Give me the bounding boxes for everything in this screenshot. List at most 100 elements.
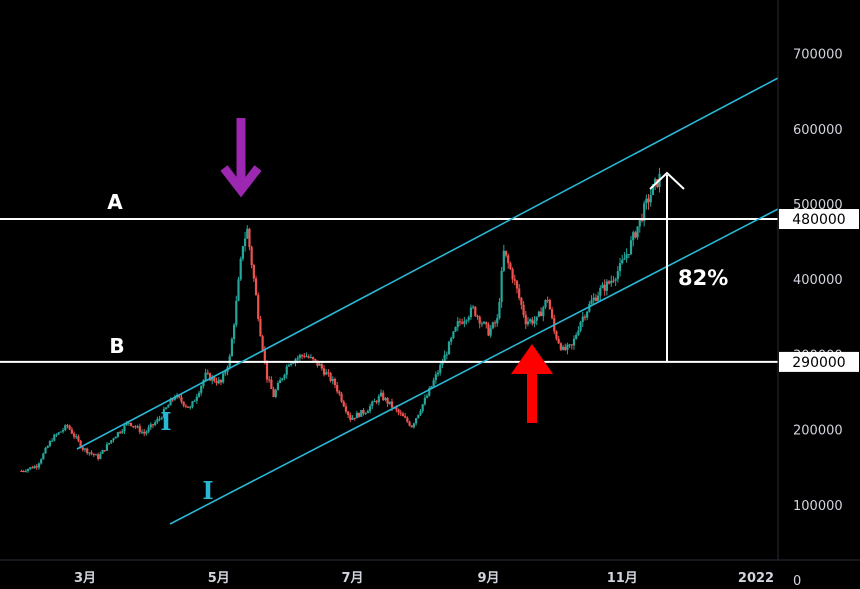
candle — [428, 386, 431, 397]
measure-arrow-icon — [649, 171, 685, 362]
candle — [281, 377, 284, 382]
candle — [629, 236, 633, 256]
candle-body — [544, 299, 547, 308]
candle-body — [566, 344, 569, 350]
candle-body — [202, 380, 205, 386]
candle-body — [432, 380, 435, 387]
candle-body — [555, 331, 558, 339]
candle — [355, 410, 359, 419]
candle-body — [55, 434, 58, 436]
candle — [331, 376, 334, 385]
candle-body — [568, 344, 571, 346]
candle — [399, 409, 402, 417]
candle — [465, 319, 468, 325]
candle — [272, 386, 275, 398]
candle — [68, 424, 71, 431]
candle-body — [322, 368, 326, 375]
candle-body — [51, 440, 54, 442]
candle — [564, 343, 567, 352]
candle — [230, 337, 234, 357]
candle — [156, 416, 159, 424]
candle-body — [417, 414, 420, 419]
candle — [325, 369, 328, 375]
candle — [480, 321, 483, 327]
candle-body — [454, 327, 457, 332]
candle-body — [281, 378, 284, 380]
candle — [46, 445, 49, 449]
up-arrow-head — [511, 344, 553, 374]
candle-body — [627, 254, 630, 256]
candle-body — [303, 355, 306, 357]
candle-body — [447, 341, 451, 355]
candle-body — [651, 184, 655, 195]
candle-body — [467, 317, 470, 321]
candle — [51, 438, 54, 442]
candle — [110, 439, 113, 444]
candle — [434, 371, 437, 384]
candle-body — [298, 355, 301, 358]
candle-body — [206, 372, 209, 374]
candle-body — [478, 316, 481, 324]
candle — [320, 362, 323, 371]
candle — [239, 256, 242, 281]
candle-body — [375, 401, 378, 403]
candle — [112, 437, 115, 443]
candle — [515, 279, 519, 294]
y-tick-label: 100000 — [793, 499, 843, 514]
candle — [24, 469, 27, 473]
candle-body — [92, 453, 95, 455]
candle — [504, 250, 508, 258]
candle-body — [443, 354, 446, 363]
candle — [546, 296, 549, 304]
candle — [621, 254, 624, 265]
candle — [116, 431, 119, 438]
candle — [29, 467, 32, 471]
candle-body — [421, 404, 424, 412]
candle-body — [31, 467, 34, 469]
channel-lower-line — [169, 208, 779, 525]
candle — [566, 342, 569, 355]
candle — [132, 425, 135, 429]
candle — [283, 373, 286, 381]
candle — [382, 390, 385, 402]
candle-body — [81, 447, 84, 450]
candle-body — [572, 338, 576, 346]
candle — [165, 406, 168, 410]
candle-body — [97, 454, 100, 459]
candle-body — [338, 391, 341, 394]
candle — [452, 330, 455, 340]
candle-body — [412, 423, 416, 428]
candle-body — [173, 397, 177, 400]
candle — [180, 394, 183, 404]
candle-body — [314, 359, 317, 361]
candle — [491, 321, 494, 330]
candle — [184, 404, 187, 409]
candle-body — [649, 194, 652, 203]
candle — [458, 318, 462, 326]
candle-body — [151, 424, 155, 426]
candle — [140, 429, 144, 435]
candle — [456, 317, 459, 332]
candle-body — [270, 379, 273, 390]
candle — [61, 427, 65, 434]
candle-body — [331, 378, 334, 382]
candle — [623, 252, 626, 260]
candle-body — [406, 417, 409, 422]
candle-body — [439, 364, 442, 373]
candle — [298, 353, 301, 362]
candle — [241, 245, 244, 262]
price-tag-box — [779, 351, 859, 372]
candle-body — [382, 392, 385, 400]
candle-body — [72, 433, 76, 437]
measure-arrow-head — [649, 171, 685, 190]
candle — [439, 361, 442, 376]
candle-body — [160, 417, 163, 419]
candle — [274, 388, 277, 399]
candle — [311, 356, 315, 362]
candle — [581, 311, 584, 327]
candle — [417, 414, 420, 419]
candle-body — [191, 401, 194, 408]
candle — [195, 394, 198, 404]
candle-body — [469, 307, 473, 318]
candle-body — [108, 442, 111, 445]
